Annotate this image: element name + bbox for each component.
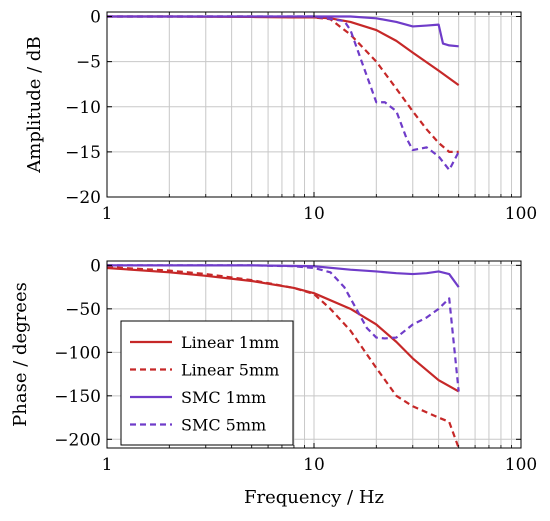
legend-entry: SMC 1mm	[181, 388, 266, 407]
x-tick-label: 100	[505, 204, 537, 224]
x-tick-label: 10	[303, 455, 325, 475]
y-tick-label: 0	[90, 256, 101, 276]
series-line-linear-1mm	[107, 266, 460, 393]
series-line-linear-5mm	[107, 15, 459, 153]
plot-1: 1 10 100 0 −5 −10 −15 −20 Amplitude / dB	[24, 8, 537, 224]
series-line-smc-1mm	[107, 264, 460, 288]
series-line-linear-5mm	[107, 265, 460, 448]
series-group	[107, 15, 460, 172]
x-axis-label: Frequency / Hz	[244, 487, 384, 508]
y-tick-label: −150	[54, 387, 101, 407]
y-tick-label: −10	[65, 98, 101, 118]
y-tick-label: 0	[90, 8, 101, 28]
legend-entry: SMC 5mm	[181, 416, 266, 435]
y-tick-label: −20	[65, 188, 101, 208]
y-axis-label: Phase / degrees	[10, 282, 31, 427]
y-tick-label: −5	[76, 53, 101, 73]
series-line-smc-1mm	[107, 15, 459, 48]
series-group	[107, 264, 460, 448]
y-axis-label: Amplitude / dB	[24, 36, 45, 173]
series-line-linear-1mm	[107, 15, 460, 86]
x-tick-label: 10	[303, 204, 325, 224]
x-tick-label: 100	[505, 455, 537, 475]
x-tick-label: 1	[102, 204, 113, 224]
y-tick-label: −50	[65, 300, 101, 320]
series-line-smc-5mm	[107, 15, 460, 172]
y-tick-label: −200	[54, 430, 101, 450]
legend: Linear 1mm Linear 5mm SMC 1mm SMC 5mm	[120, 320, 294, 446]
y-tick-label: −100	[54, 343, 101, 363]
plot-2: 1 10 100 0 −50 −100 −150 −200 Phase / degrees Fre…	[10, 256, 537, 508]
legend-entry: Linear 1mm	[181, 333, 279, 352]
legend-entry: Linear 5mm	[181, 361, 279, 380]
y-tick-label: −15	[65, 143, 101, 163]
x-tick-label: 1	[102, 455, 113, 475]
